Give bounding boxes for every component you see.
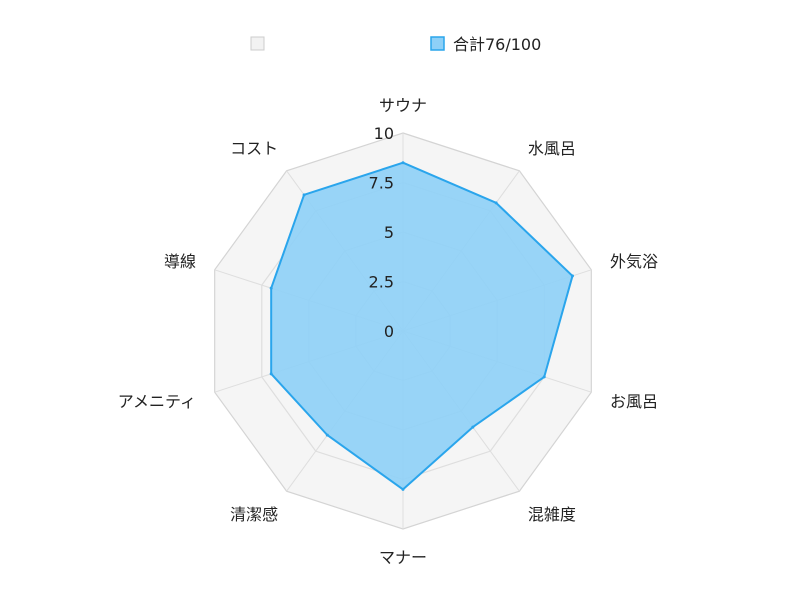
legend-item-background[interactable] bbox=[250, 36, 265, 51]
data-point bbox=[401, 487, 405, 491]
tick-label: 5 bbox=[384, 223, 394, 242]
tick-label: 10 bbox=[374, 124, 394, 143]
data-point bbox=[325, 433, 329, 437]
tick-label: 7.5 bbox=[369, 174, 394, 193]
tick-label: 0 bbox=[384, 322, 394, 341]
data-point bbox=[570, 274, 574, 278]
data-point bbox=[269, 372, 273, 376]
data-point bbox=[471, 425, 475, 429]
radar-series bbox=[269, 161, 574, 491]
axis-label: 導線 bbox=[164, 252, 196, 271]
legend-label-total: 合計76/100 bbox=[453, 35, 541, 54]
legend-swatch-background bbox=[250, 36, 265, 51]
radial-tick-labels: 0 2.5 5 7.5 10 bbox=[369, 124, 394, 341]
data-point bbox=[401, 161, 405, 165]
legend-item-total[interactable]: 合計76/100 bbox=[430, 35, 541, 54]
axis-label: マナー bbox=[379, 548, 427, 567]
data-point bbox=[302, 193, 306, 197]
axis-label: サウナ bbox=[379, 96, 427, 115]
legend: 合計76/100 bbox=[250, 35, 541, 54]
data-point bbox=[494, 201, 498, 205]
data-point bbox=[269, 286, 273, 290]
legend-swatch-total bbox=[430, 36, 445, 51]
axis-label: アメニティ bbox=[118, 392, 196, 411]
axis-label: 外気浴 bbox=[610, 252, 658, 271]
axis-label: コスト bbox=[230, 139, 278, 158]
data-point bbox=[542, 375, 546, 379]
tick-label: 2.5 bbox=[369, 273, 394, 292]
axis-label: 混雑度 bbox=[528, 505, 576, 524]
axis-label: 水風呂 bbox=[528, 139, 576, 158]
axis-label: 清潔感 bbox=[230, 505, 278, 524]
axis-label: お風呂 bbox=[610, 392, 658, 411]
